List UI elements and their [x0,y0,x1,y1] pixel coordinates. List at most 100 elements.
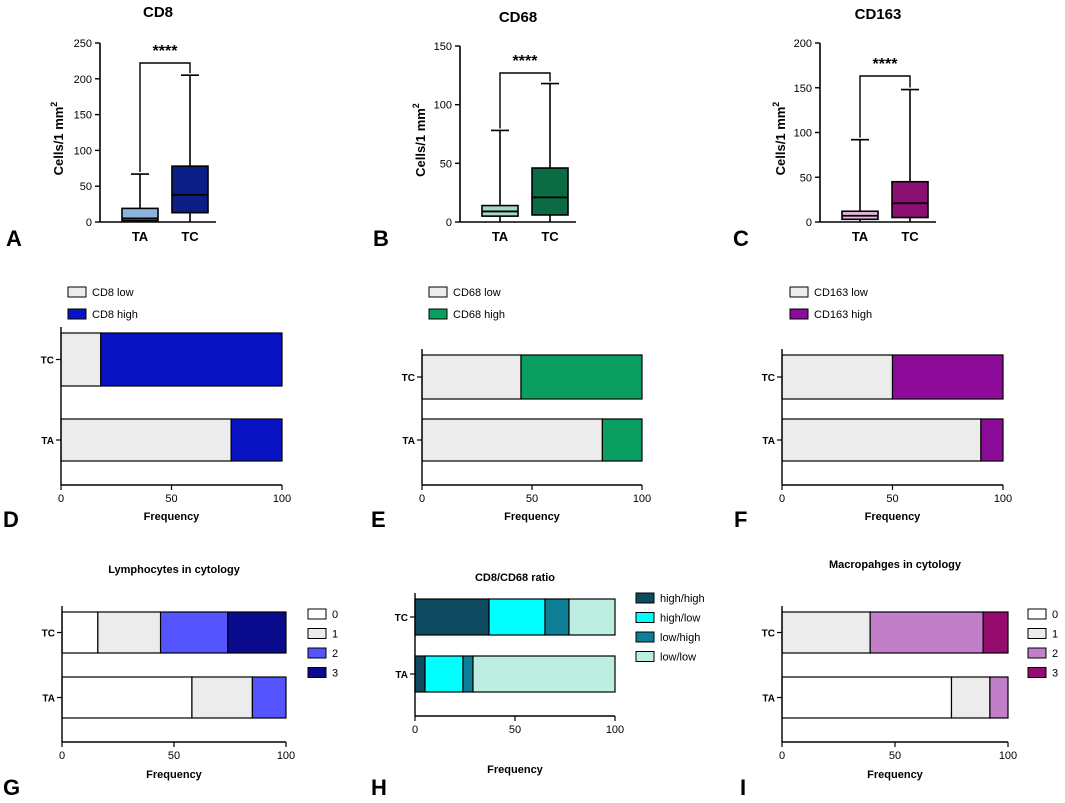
bar-segment-cd8-low [60,332,102,387]
legend-swatch-cd163-high [789,308,809,320]
significance-bracket [859,75,911,138]
y-axis-label: Cells/1 mm2 [771,102,788,176]
chart-panel-g: Lymphocytes in cytology TC TA 0 50 100 Frequen… [3,564,338,800]
x-axis-label: Frequency [865,511,922,523]
chart-panel-d: TC TA 0 50 100 Frequency CD8 low CD8 high D [3,286,291,532]
y-tick-label: 50 [800,172,812,184]
x-tick-label: 50 [889,750,901,762]
x-tick-label: 100 [277,750,295,762]
bar-segment-low-high [462,655,474,693]
y-tick-label: 100 [434,100,452,112]
bar-segment-high-high [414,598,490,636]
box-iqr [891,180,929,219]
x-tick-label: 0 [419,493,425,505]
legend-swatch-0 [307,608,327,620]
x-tick-label: 100 [606,724,624,736]
chart-panel-f: TC TA 0 50 100 Frequency CD163 low CD163 high F [734,286,1012,532]
chart-panel-h: CD8/CD68 ratio TC TA 0 50 100 Frequency high/hi… [371,572,705,800]
x-tick-label: 0 [779,493,785,505]
y-tick-label: TA [402,436,415,447]
panel-label: H [371,775,387,800]
chart-title: CD8/CD68 ratio [475,572,555,584]
bar-row-ta [781,676,1009,719]
y-tick-label: 0 [806,217,812,229]
legend-swatch-0 [1027,608,1047,620]
bar-segment-cd163-high [980,418,1004,462]
y-axis-label: Cells/1 mm2 [411,103,428,177]
x-tick-label: TA [492,229,509,244]
y-tick-label: TC [395,613,408,624]
bar-segment-1 [781,611,871,654]
x-axis-label: Frequency [146,769,203,781]
box-tc [531,82,569,222]
chart-panel-i: Macropahges in cytology TC TA 0 50 100 Frequen… [740,559,1058,800]
y-axis-label: Cells/1 mm2 [49,102,66,176]
y-axis-label-superscript: 2 [49,102,59,107]
panel-label: C [733,226,749,251]
bar-segment-cd8-high [230,418,283,462]
panel-label: B [373,226,389,251]
bar-segment-2 [159,611,229,654]
bar-segment-high-low [488,598,546,636]
bar-segment-cd8-low [60,418,232,462]
chart-panel-a: CD8 0 50 100 150 200 250 Cells/1 mm2 TA TC **** A [6,4,216,251]
x-tick-label: 50 [509,724,521,736]
chart-panel-e: TC TA 0 50 100 Frequency CD68 low CD68 high E [371,286,651,532]
y-axis-label-text: Cells/1 mm [51,107,66,176]
significance-bracket [139,62,191,173]
y-tick-label: TA [762,436,775,447]
box-iqr [171,165,209,214]
x-tick-label: 50 [165,493,177,505]
legend-swatch-1 [307,628,327,639]
legend: high/high high/low low/high low/low [635,592,705,664]
chart-title: CD8 [143,4,173,21]
bar-row-ta [60,418,283,462]
legend-label: 3 [332,668,338,680]
x-tick-label: 50 [526,493,538,505]
box-ta [481,129,519,222]
legend-swatch-2 [1027,647,1047,659]
y-tick-label: TC [42,629,55,640]
bar-segment-3 [227,611,287,654]
x-tick-label: 0 [412,724,418,736]
y-tick-label: 200 [74,74,92,86]
x-axis-label: Frequency [867,769,924,781]
x-axis-label: Frequency [487,764,544,776]
y-tick-label: TA [762,694,775,705]
y-tick-label: 0 [86,217,92,229]
legend-swatch-high-low [635,612,655,623]
chart-title: CD163 [855,6,902,23]
significance-bracket [499,72,551,129]
legend-label: high/high [660,593,705,605]
bar-segment-cd163-low [781,354,894,400]
legend-label: 2 [332,648,338,660]
x-tick-label: 0 [58,493,64,505]
legend: 0 1 2 3 [307,608,338,680]
legend-label: high/low [660,613,700,625]
legend-label: CD163 low [814,287,868,299]
bar-segment-cd8-high [100,332,283,387]
x-tick-label: 100 [999,750,1017,762]
y-tick-label: TC [41,356,54,367]
bar-segment-2 [251,676,287,719]
x-tick-label: 0 [59,750,65,762]
bar-segment-cd68-high [520,354,643,400]
legend-label: 1 [332,629,338,641]
y-tick-label: 50 [440,158,452,170]
legend: CD8 low CD8 high [67,286,138,321]
x-tick-label: TC [901,229,919,244]
legend-swatch-cd8-high [67,308,87,320]
box-tc [171,74,209,222]
legend-label: low/low [660,652,696,664]
legend-label: CD8 low [92,287,134,299]
panel-label: D [3,507,19,532]
y-tick-label: TA [395,670,408,681]
bar-row-ta [414,655,616,693]
x-tick-label: TA [132,229,149,244]
bar-segment-low-high [544,598,570,636]
bar-segment-high-high [414,655,426,693]
bar-row-tc [421,354,643,400]
bar-row-ta [61,676,287,719]
y-tick-label: 150 [74,110,92,122]
